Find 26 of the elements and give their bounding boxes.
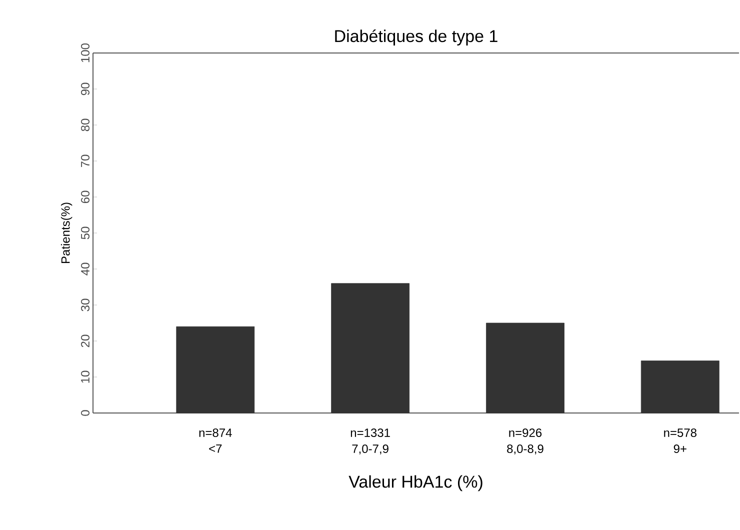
y-tick-label: 100 [80, 43, 90, 62]
y-tick-label: 50 [80, 226, 90, 240]
y-tick-label: 80 [80, 118, 90, 132]
y-tick-label: 70 [80, 154, 90, 168]
bar [176, 326, 255, 414]
bar [640, 360, 720, 414]
text: n=578 [664, 428, 696, 438]
text: n=874 [199, 428, 232, 438]
text: n=926 [509, 428, 542, 438]
bar [331, 283, 410, 414]
text: n=1331 [350, 428, 390, 438]
y-tick-label: 0 [80, 410, 90, 416]
y-tick-label: 60 [80, 190, 90, 204]
x-tick-label: 9+ [674, 444, 686, 454]
y-tick-label: 40 [80, 262, 90, 276]
y-tick-label: 90 [80, 82, 90, 96]
y-axis-title: Patients(%) [60, 202, 72, 264]
y-tick-label: 20 [80, 334, 90, 348]
x-tick-label: 7,0-7,9 [352, 444, 388, 454]
chart-title: Diabétiques de type 1 [335, 29, 498, 46]
y-tick-label: 30 [80, 298, 90, 312]
x-tick-label: 8,0-8,9 [507, 444, 544, 454]
y-tick-label: 10 [80, 370, 90, 383]
x-axis-title: Valeur HbA1c (%) [348, 475, 482, 492]
bar [486, 322, 564, 414]
x-tick-label: <7 [209, 444, 222, 453]
